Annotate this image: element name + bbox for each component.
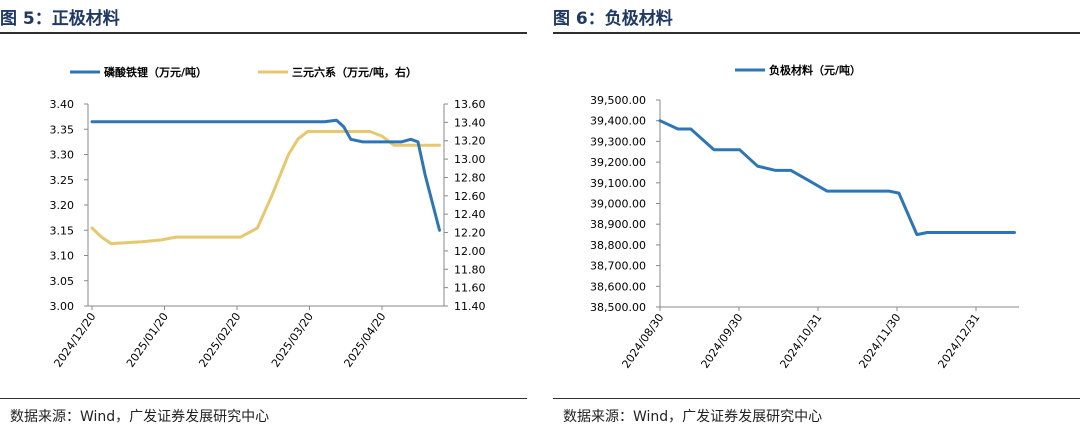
y-tick-label-right: 12.60: [454, 190, 486, 203]
y-tick-label-left: 3.05: [50, 275, 75, 288]
x-tick-label: 2024/08/30: [619, 311, 666, 370]
y-tick-label-right: 11.60: [454, 282, 486, 295]
legend-label-ternary: 三元六系（万元/吨，右）: [292, 65, 417, 79]
y-tick-label: 39,300.00: [590, 135, 646, 148]
bottom-rule: [0, 398, 527, 399]
y-tick-label: 38,700.00: [590, 260, 646, 273]
x-tick-label: 2025/03/20: [269, 310, 316, 369]
y-tick-label-right: 12.80: [454, 171, 486, 184]
y-tick-label-left: 3.40: [50, 98, 75, 111]
y-tick-label-left: 3.30: [50, 149, 75, 162]
source-note: 数据来源：Wind，广发证券发展研究中心: [563, 409, 823, 425]
y-tick-label-right: 12.40: [454, 208, 486, 221]
y-tick-label-right: 13.40: [454, 116, 486, 129]
y-tick-label: 39,400.00: [590, 115, 646, 128]
y-tick-label-right: 12.20: [454, 227, 486, 240]
x-tick-label: 2024/09/30: [698, 311, 745, 370]
legend-label-lfp: 磷酸铁锂（万元/吨）: [104, 65, 207, 79]
y-tick-label-right: 13.60: [454, 98, 486, 111]
x-tick-label: 2024/11/30: [856, 311, 903, 370]
y-tick-label-right: 13.20: [454, 135, 486, 148]
series-anode-line: [658, 119, 1016, 237]
y-tick-label: 38,600.00: [590, 280, 646, 293]
x-tick-label: 2024/12/20: [51, 310, 98, 369]
figure-5-panel: 图 5：正极材料 3.40 3.35 3.30 3.25 3.20 3.15 3.10 3.0…: [0, 0, 527, 430]
x-tick-label: 2025/02/20: [196, 310, 243, 369]
top-rule: [553, 32, 1080, 34]
series-ternary-line: [90, 130, 441, 246]
y-tick-label-left: 3.15: [50, 224, 75, 237]
y-tick-label: 38,900.00: [590, 218, 646, 231]
y-tick-label-left: 3.20: [50, 199, 75, 212]
y-tick-label-left: 3.00: [50, 300, 75, 313]
y-tick-label-left: 3.25: [50, 174, 75, 187]
figure-title: 图 5：正极材料: [0, 9, 120, 29]
y-tick-label-left: 3.10: [50, 250, 75, 263]
y-tick-label-right: 13.00: [454, 153, 486, 166]
y-tick-label: 39,000.00: [590, 198, 646, 211]
y-tick-label: 39,500.00: [590, 94, 646, 107]
y-tick-label-left: 3.35: [50, 123, 75, 136]
source-note: 数据来源：Wind，广发证券发展研究中心: [10, 409, 270, 425]
top-rule: [0, 32, 527, 34]
x-tick-label: 2025/04/20: [341, 310, 388, 369]
series-lfp-line: [90, 118, 441, 232]
x-tick-label: 2024/10/31: [777, 311, 824, 370]
legend-label-anode: 负极材料（元/吨）: [769, 63, 861, 77]
y-tick-label-right: 11.40: [454, 300, 486, 313]
anode-chart: 39,500.00 39,400.00 39,300.00 39,200.00 39,1…: [590, 63, 1019, 371]
figure-title: 图 6：负极材料: [553, 9, 673, 29]
y-tick-label: 38,500.00: [590, 301, 646, 314]
y-tick-label: 39,100.00: [590, 177, 646, 190]
y-tick-label: 38,800.00: [590, 239, 646, 252]
figure-6-panel: 图 6：负极材料 39,500.00 39,400.00 39,300.00 39,2…: [553, 0, 1080, 430]
y-tick-label: 39,200.00: [590, 156, 646, 169]
x-tick-label: 2024/12/31: [935, 311, 982, 370]
y-tick-label-right: 12.00: [454, 245, 486, 258]
bottom-rule: [553, 398, 1080, 399]
x-tick-label: 2025/01/20: [124, 310, 171, 369]
y-tick-label-right: 11.80: [454, 263, 486, 276]
cathode-chart: 3.40 3.35 3.30 3.25 3.20 3.15 3.10 3.05 3.00 13.6…: [50, 65, 486, 370]
